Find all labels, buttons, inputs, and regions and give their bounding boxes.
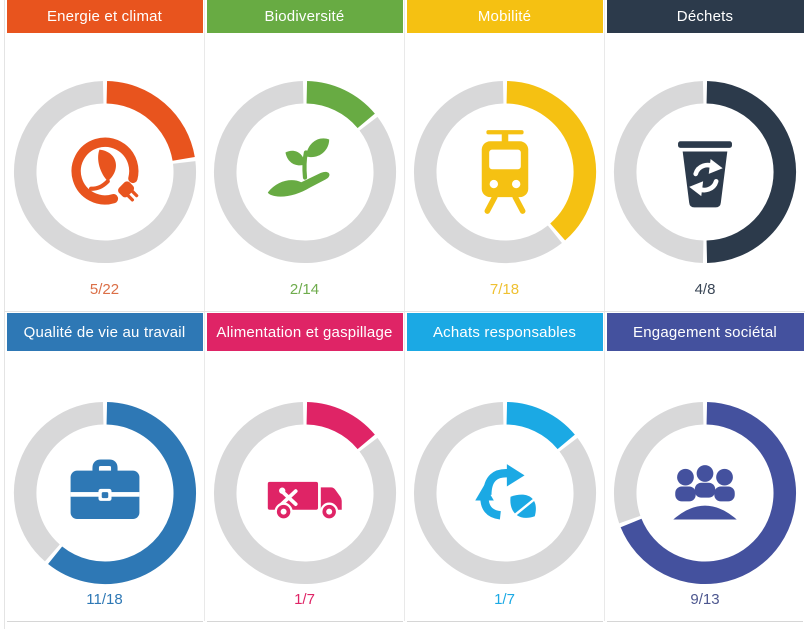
card-header: Engagement sociétal (606, 313, 804, 351)
next-card-edge (207, 621, 403, 629)
donut-chart (412, 400, 598, 586)
card-dechets[interactable]: Déchets 4/8 (605, 0, 805, 311)
score-fraction: 1/7 (494, 591, 515, 608)
donut-remainder (13, 80, 196, 264)
donut-progress (105, 80, 195, 162)
card-title: Mobilité (477, 8, 532, 25)
card-header: Mobilité (406, 0, 603, 33)
card-biodiversite[interactable]: Biodiversité 2/14 (205, 0, 405, 311)
hand-sprout-icon (267, 138, 329, 197)
donut-remainder (613, 80, 704, 264)
card-qualite-de-vie[interactable]: Qualité de vie au travail 11/18 (5, 311, 205, 621)
donut-progress (47, 401, 196, 585)
donut-remainder (213, 80, 396, 264)
card-title: Biodiversité (264, 8, 345, 25)
score-fraction: 1/7 (294, 591, 315, 608)
donut-remainder (613, 401, 704, 524)
card-title: Engagement sociétal (633, 323, 777, 341)
card-header: Biodiversité (206, 0, 403, 33)
donut-remainder (413, 401, 596, 585)
donut-remainder (213, 401, 396, 585)
food-truck-icon (267, 481, 342, 521)
donut-progress (305, 80, 375, 129)
score-fraction: 2/14 (289, 281, 320, 298)
donut-chart (212, 79, 398, 265)
score-fraction: 5/22 (89, 281, 120, 298)
donut-chart (12, 400, 198, 586)
card-achats-responsables[interactable]: Achats responsables 1/7 (405, 311, 605, 621)
next-card-edge (607, 621, 803, 629)
donut-progress (505, 401, 575, 450)
donut-chart (612, 79, 798, 265)
card-energie-et-climat[interactable]: Energie et climat (5, 0, 205, 311)
card-alimentation[interactable]: Alimentation et gaspillage (205, 311, 405, 621)
card-header: Qualité de vie au travail (6, 313, 203, 351)
card-title: Energie et climat (46, 8, 163, 25)
donut-chart (212, 400, 398, 586)
score-fraction: 4/8 (694, 281, 716, 298)
donut-chart (12, 79, 198, 265)
card-header: Alimentation et gaspillage (206, 313, 403, 351)
next-row-top-edges (5, 621, 805, 629)
donut-progress (620, 401, 797, 585)
card-mobilite[interactable]: Mobilité (405, 0, 605, 311)
briefcase-icon (70, 459, 139, 520)
recycle-bin-icon (678, 141, 732, 208)
card-engagement-societal[interactable]: Engagement sociétal (605, 311, 805, 621)
next-card-edge (407, 621, 603, 629)
score-fraction: 11/18 (86, 591, 123, 608)
card-title: Alimentation et gaspillage (216, 323, 393, 341)
donut-chart (612, 400, 798, 586)
card-grid: Energie et climat (5, 0, 805, 621)
donut-progress (505, 80, 596, 241)
score-fraction: 7/18 (489, 281, 520, 298)
card-header: Déchets (606, 0, 804, 33)
meeting-people-icon (666, 465, 744, 523)
energy-plug-leaf-icon (71, 137, 138, 205)
next-card-edge (7, 621, 203, 629)
donut-chart (412, 79, 598, 265)
card-title: Qualité de vie au travail (23, 323, 186, 341)
card-header: Achats responsables (406, 313, 603, 351)
gridline-left (4, 0, 5, 629)
card-title: Achats responsables (432, 323, 577, 341)
donut-remainder (413, 80, 562, 264)
donut-progress (706, 80, 797, 264)
card-header: Energie et climat (6, 0, 203, 33)
card-title: Déchets (676, 8, 734, 25)
score-fraction: 9/13 (690, 591, 720, 608)
tram-icon (481, 130, 528, 214)
donut-progress (305, 401, 375, 450)
donut-remainder (13, 401, 104, 562)
recycle-leaf-icon (474, 464, 536, 520)
